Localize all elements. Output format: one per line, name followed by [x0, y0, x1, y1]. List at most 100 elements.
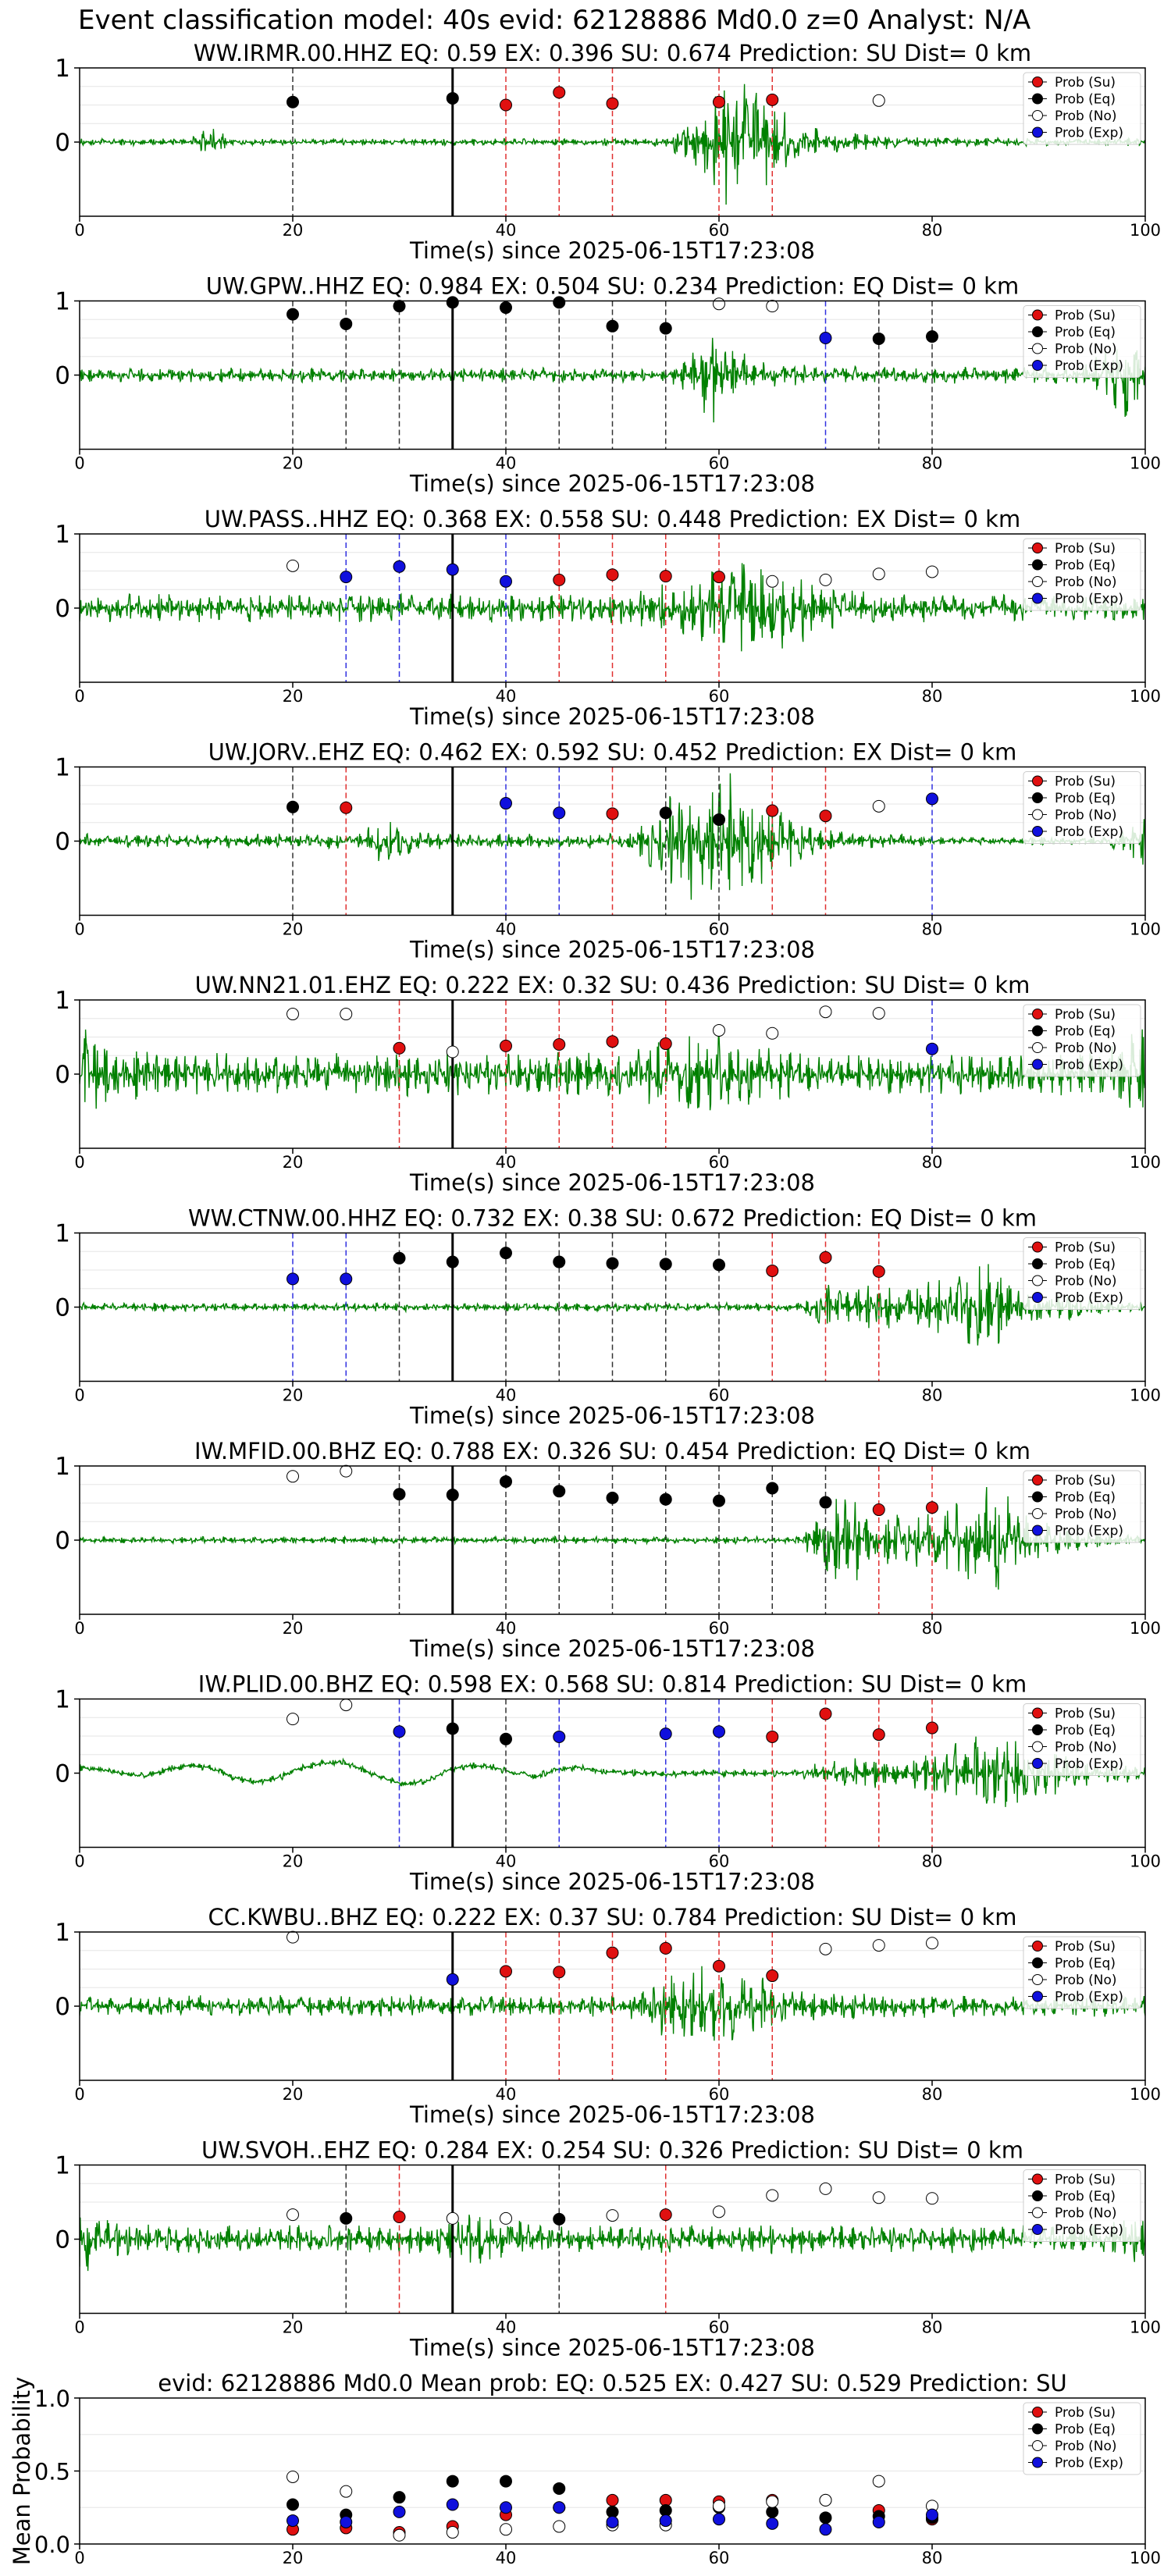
x-tick-label: 0	[74, 2085, 84, 2104]
x-axis-label: Time(s) since 2025-06-15T17:23:08	[409, 703, 815, 730]
panel-title: UW.GPW..HHZ EQ: 0.984 EX: 0.504 SU: 0.23…	[206, 273, 1019, 300]
legend-marker-eq	[1032, 559, 1043, 571]
prob-point-su	[713, 1959, 725, 1973]
mean-point-no	[340, 2485, 353, 2498]
legend-label: Prob (Eq)	[1055, 1024, 1116, 1040]
prob-point-exp	[926, 792, 938, 806]
y-tick-label: 0	[55, 1760, 70, 1788]
prob-point-eq	[287, 308, 299, 321]
prob-point-exp	[659, 1727, 672, 1741]
panel-title: CC.KWBU..BHZ EQ: 0.222 EX: 0.37 SU: 0.78…	[208, 1904, 1017, 1930]
mean-point-no	[446, 2526, 459, 2539]
prob-point-su	[500, 98, 512, 112]
legend-label: Prob (Exp)	[1055, 1990, 1123, 2005]
prob-point-no	[819, 2182, 832, 2195]
prob-point-eq	[553, 1255, 566, 1268]
x-axis-label: Time(s) since 2025-06-15T17:23:08	[409, 1869, 815, 1895]
legend-label: Prob (Exp)	[1055, 1290, 1123, 1306]
prob-point-su	[872, 1728, 885, 1742]
prob-point-no	[606, 2209, 619, 2222]
y-tick-label: 1	[55, 288, 70, 316]
x-tick-label: 100	[1130, 221, 1161, 240]
legend-marker-exp	[1032, 826, 1043, 837]
legend: Prob (Su)Prob (Eq)Prob (No)Prob (Exp)	[1023, 538, 1141, 611]
legend-label: Prob (No)	[1055, 1507, 1117, 1522]
prob-point-no	[766, 300, 779, 313]
prob-point-no	[819, 1005, 832, 1019]
prob-point-su	[819, 1707, 832, 1720]
legend-marker-eq	[1032, 1957, 1043, 1969]
prob-point-su	[553, 1038, 566, 1051]
x-tick-label: 100	[1130, 2549, 1161, 2567]
prob-point-su	[766, 93, 779, 106]
x-tick-label: 20	[283, 920, 304, 939]
prob-point-no	[446, 2211, 459, 2225]
x-tick-label: 80	[922, 920, 943, 939]
x-tick-label: 80	[922, 2549, 943, 2567]
prob-point-su	[393, 2211, 406, 2223]
legend-marker-exp	[1032, 2224, 1043, 2235]
legend-box	[1023, 1936, 1141, 2009]
waveform-trace	[80, 1264, 1145, 1346]
prob-point-su	[766, 804, 779, 817]
x-tick-label: 40	[496, 2318, 517, 2337]
legend-marker-su	[1032, 775, 1043, 787]
legend-label: Prob (No)	[1055, 1041, 1117, 1056]
prob-point-eq	[446, 1489, 459, 1502]
x-axis-label: Time(s) since 2025-06-15T17:23:08	[409, 1403, 815, 1429]
prob-point-no	[713, 2205, 725, 2218]
x-tick-label: 80	[922, 1619, 943, 1638]
legend-label: Prob (Eq)	[1055, 92, 1116, 108]
mean-point-exp	[606, 2515, 619, 2528]
mean-point-no	[819, 2493, 832, 2507]
x-tick-label: 80	[922, 2318, 943, 2337]
prob-point-eq	[393, 1488, 406, 1501]
prob-point-eq	[659, 1258, 672, 1271]
legend-marker-no	[1032, 1042, 1043, 1053]
legend-marker-no	[1032, 1741, 1043, 1752]
legend-label: Prob (Su)	[1055, 1939, 1116, 1955]
legend-label: Prob (No)	[1055, 2439, 1117, 2454]
x-tick-label: 0	[74, 687, 84, 706]
prob-point-su	[553, 1966, 566, 1979]
panel-title: UW.SVOH..EHZ EQ: 0.284 EX: 0.254 SU: 0.3…	[201, 2137, 1023, 2164]
prob-point-no	[926, 565, 938, 578]
legend-label: Prob (No)	[1055, 109, 1117, 124]
legend-label: Prob (Su)	[1055, 774, 1116, 790]
mean-point-eq	[500, 2475, 512, 2488]
legend-marker-eq	[1032, 792, 1043, 803]
x-tick-label: 100	[1130, 1386, 1161, 1405]
panel-title: IW.PLID.00.BHZ EQ: 0.598 EX: 0.568 SU: 0…	[198, 1671, 1027, 1698]
prob-point-eq	[446, 91, 459, 105]
legend-box	[1023, 771, 1141, 844]
mean-point-eq	[393, 2491, 406, 2504]
x-axis-label: Time(s) since 2025-06-15T17:23:08	[409, 1635, 815, 1662]
prob-point-eq	[340, 317, 353, 330]
legend-label: Prob (Exp)	[1055, 824, 1123, 840]
x-tick-label: 60	[709, 1386, 730, 1405]
prob-point-eq	[606, 319, 619, 333]
legend-label: Prob (No)	[1055, 1274, 1117, 1290]
mean-point-exp	[713, 2513, 725, 2526]
x-tick-label: 100	[1130, 1852, 1161, 1871]
prob-point-exp	[553, 806, 566, 820]
legend-marker-su	[1032, 543, 1043, 553]
prob-point-no	[287, 2208, 299, 2222]
legend: Prob (Su)Prob (Eq)Prob (No)Prob (Exp)	[1023, 2402, 1141, 2475]
x-tick-label: 80	[922, 1153, 943, 1172]
prob-point-su	[659, 1941, 672, 1955]
legend-marker-exp	[1032, 1525, 1043, 1536]
legend-marker-no	[1032, 343, 1043, 354]
legend: Prob (Su)Prob (Eq)Prob (No)Prob (Exp)	[1023, 305, 1141, 378]
prob-point-su	[819, 1251, 832, 1264]
legend-box	[1023, 2169, 1141, 2242]
prob-point-su	[553, 573, 566, 586]
legend-marker-no	[1032, 110, 1043, 121]
legend-marker-su	[1032, 1475, 1043, 1485]
x-tick-label: 60	[709, 1153, 730, 1172]
x-tick-label: 20	[283, 2318, 304, 2337]
legend: Prob (Su)Prob (Eq)Prob (No)Prob (Exp)	[1023, 1703, 1141, 1776]
legend-marker-no	[1032, 1974, 1043, 1985]
legend-box	[1023, 72, 1141, 145]
x-tick-label: 60	[709, 687, 730, 706]
